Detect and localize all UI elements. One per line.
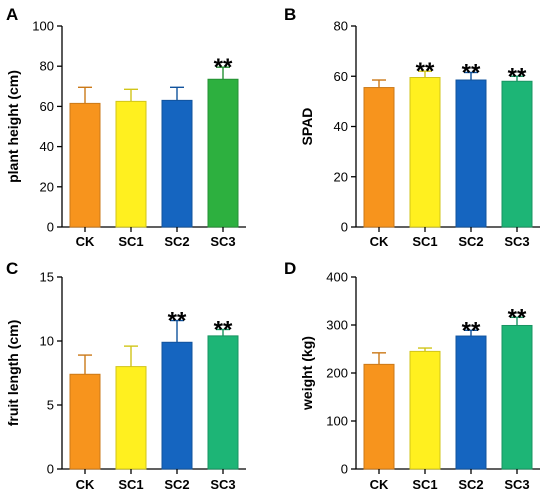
y-tick-label: 300 [326, 318, 348, 333]
y-tick-label: 10 [40, 334, 54, 349]
x-tick-label: SC3 [504, 477, 529, 492]
y-tick-label: 0 [47, 462, 54, 477]
x-tick-label: SC3 [504, 234, 529, 249]
bar-ck [69, 373, 101, 470]
bar-sc2 [161, 341, 193, 470]
panel-label: C [6, 259, 18, 278]
y-axis-title: plant height (cm) [5, 70, 21, 183]
y-tick-label: 100 [326, 414, 348, 429]
x-tick-label: SC3 [210, 477, 235, 492]
x-tick-label: SC2 [164, 234, 189, 249]
bar-ck [69, 102, 101, 228]
y-tick-label: 40 [334, 119, 348, 134]
y-tick-label: 15 [40, 270, 54, 285]
y-tick-label: 80 [334, 19, 348, 34]
x-tick-label: CK [370, 234, 389, 249]
y-tick-label: 60 [334, 69, 348, 84]
y-tick-label: 5 [47, 398, 54, 413]
bar-sc1 [115, 100, 147, 228]
y-tick-label: 0 [341, 220, 348, 235]
bar-sc1 [409, 77, 441, 228]
bar-sc3 [501, 324, 533, 470]
x-tick-label: SC1 [412, 477, 437, 492]
bar-ck [363, 363, 395, 470]
bar-sc1 [115, 366, 147, 470]
bar-sc2 [455, 79, 487, 228]
x-tick-label: SC2 [458, 234, 483, 249]
y-tick-label: 60 [40, 99, 54, 114]
x-tick-label: CK [76, 234, 95, 249]
x-tick-label: SC1 [412, 234, 437, 249]
x-tick-label: CK [76, 477, 95, 492]
panel-b: B 0 20 40 60 80 SPAD CK SC1 ** SC2 ** SC3 ** [284, 5, 540, 249]
x-tick-label: SC1 [118, 477, 143, 492]
bar-sc2 [455, 335, 487, 470]
significance-mark: ** [214, 54, 233, 81]
significance-mark: ** [416, 58, 435, 85]
bar-sc2 [161, 99, 193, 228]
bar-sc3 [207, 335, 239, 470]
x-tick-label: CK [370, 477, 389, 492]
significance-mark: ** [508, 304, 527, 331]
y-tick-label: 200 [326, 366, 348, 381]
bar-ck [363, 87, 395, 228]
x-tick-label: SC1 [118, 234, 143, 249]
panel-label: B [284, 5, 296, 24]
y-axis-title: SPAD [299, 108, 315, 146]
y-axis-title: fruit length (cm) [5, 320, 21, 427]
y-tick-label: 40 [40, 139, 54, 154]
y-tick-label: 400 [326, 270, 348, 285]
significance-mark: ** [462, 59, 481, 86]
panel-label: D [284, 259, 296, 278]
significance-mark: ** [214, 316, 233, 343]
x-tick-label: SC2 [164, 477, 189, 492]
y-tick-label: 100 [32, 19, 54, 34]
x-tick-label: SC2 [458, 477, 483, 492]
y-axis-title: weight (kg) [299, 336, 315, 411]
significance-mark: ** [462, 317, 481, 344]
y-tick-label: 20 [40, 179, 54, 194]
significance-mark: ** [508, 63, 527, 90]
y-tick-label: 0 [341, 462, 348, 477]
bar-sc3 [207, 78, 239, 228]
panel-label: A [6, 5, 18, 24]
y-tick-label: 20 [334, 169, 348, 184]
y-tick-label: 80 [40, 59, 54, 74]
significance-mark: ** [168, 308, 187, 335]
panel-a: A 0 20 40 60 80 100 plant height (cm) CK SC1 SC2 SC… [5, 5, 246, 249]
y-tick-label: 0 [47, 220, 54, 235]
x-tick-label: SC3 [210, 234, 235, 249]
panel-d: D 0 100 200 300 400 weight (kg) CK SC1 SC2 ** SC3 ** [284, 259, 540, 492]
panel-c: C 0 5 10 15 fruit length (cm) CK SC1 SC2 ** SC3 ** [5, 259, 246, 492]
bar-sc1 [409, 350, 441, 470]
bar-sc3 [501, 80, 533, 228]
